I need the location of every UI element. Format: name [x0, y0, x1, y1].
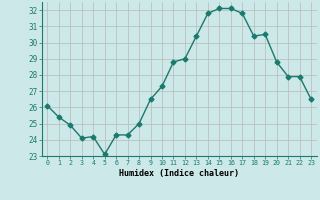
- X-axis label: Humidex (Indice chaleur): Humidex (Indice chaleur): [119, 169, 239, 178]
